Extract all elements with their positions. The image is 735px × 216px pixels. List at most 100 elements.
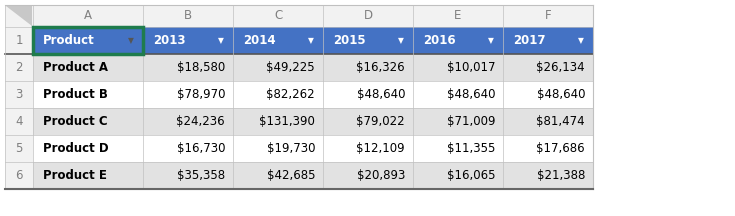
Text: $79,022: $79,022 [356, 115, 405, 128]
Bar [413, 54, 503, 81]
Text: 2017: 2017 [513, 34, 545, 47]
Text: 3: 3 [15, 88, 23, 101]
Bar [323, 162, 413, 189]
Text: $42,685: $42,685 [267, 169, 315, 182]
Text: ▼: ▼ [308, 36, 314, 45]
Bar [33, 27, 143, 54]
Text: $19,730: $19,730 [267, 142, 315, 155]
Text: $20,893: $20,893 [356, 169, 405, 182]
Text: $12,109: $12,109 [356, 142, 405, 155]
Text: Product D: Product D [43, 142, 109, 155]
Bar [5, 108, 33, 135]
Bar [413, 162, 503, 189]
Bar [323, 81, 413, 108]
Bar [233, 81, 323, 108]
Bar [233, 135, 323, 162]
Bar [5, 54, 33, 81]
Bar [503, 108, 593, 135]
Text: ▼: ▼ [398, 36, 404, 45]
Text: ▼: ▼ [578, 36, 584, 45]
Bar [323, 27, 413, 54]
Bar [323, 108, 413, 135]
Text: $81,474: $81,474 [537, 115, 585, 128]
Bar [143, 81, 233, 108]
Text: ▼: ▼ [488, 36, 494, 45]
Bar [143, 135, 233, 162]
Bar [143, 108, 233, 135]
Bar [413, 135, 503, 162]
Text: $48,640: $48,640 [446, 88, 495, 101]
Text: $71,009: $71,009 [446, 115, 495, 128]
Text: ▼: ▼ [128, 36, 134, 45]
Bar [143, 5, 233, 27]
Text: $11,355: $11,355 [447, 142, 495, 155]
Text: 2015: 2015 [333, 34, 365, 47]
Text: $78,970: $78,970 [176, 88, 225, 101]
Bar [233, 54, 323, 81]
Bar [233, 162, 323, 189]
Text: Product E: Product E [43, 169, 107, 182]
Bar [33, 162, 143, 189]
Text: $21,388: $21,388 [537, 169, 585, 182]
Bar [33, 135, 143, 162]
Bar [33, 5, 143, 27]
Text: $82,262: $82,262 [266, 88, 315, 101]
Text: 1: 1 [15, 34, 23, 47]
Text: Product: Product [43, 34, 95, 47]
Bar [5, 81, 33, 108]
Bar [503, 135, 593, 162]
Bar [503, 5, 593, 27]
Bar [143, 162, 233, 189]
Text: $35,358: $35,358 [177, 169, 225, 182]
Bar [413, 5, 503, 27]
Text: $26,134: $26,134 [537, 61, 585, 74]
Text: $16,065: $16,065 [446, 169, 495, 182]
Text: $48,640: $48,640 [356, 88, 405, 101]
Text: $16,326: $16,326 [356, 61, 405, 74]
Text: $48,640: $48,640 [537, 88, 585, 101]
Bar [143, 27, 233, 54]
Text: F: F [545, 10, 551, 22]
Bar [503, 27, 593, 54]
Text: $10,017: $10,017 [446, 61, 495, 74]
Text: 2014: 2014 [243, 34, 276, 47]
Text: 2: 2 [15, 61, 23, 74]
Text: D: D [363, 10, 373, 22]
Text: C: C [274, 10, 282, 22]
Bar [503, 81, 593, 108]
Text: 2013: 2013 [153, 34, 185, 47]
Bar [5, 5, 33, 27]
Polygon shape [6, 6, 32, 26]
Text: $49,225: $49,225 [266, 61, 315, 74]
Text: B: B [184, 10, 192, 22]
Bar [323, 5, 413, 27]
Bar [413, 27, 503, 54]
Text: $131,390: $131,390 [259, 115, 315, 128]
Text: 6: 6 [15, 169, 23, 182]
Text: 5: 5 [15, 142, 23, 155]
Bar [233, 5, 323, 27]
Bar [33, 54, 143, 81]
Text: E: E [454, 10, 462, 22]
Text: $24,236: $24,236 [176, 115, 225, 128]
Text: Product B: Product B [43, 88, 108, 101]
Bar [5, 162, 33, 189]
Bar [233, 108, 323, 135]
Bar [323, 135, 413, 162]
Bar [5, 135, 33, 162]
Bar [143, 54, 233, 81]
Bar [413, 81, 503, 108]
Text: Product C: Product C [43, 115, 107, 128]
Bar [33, 27, 143, 54]
Text: ▼: ▼ [218, 36, 224, 45]
Text: Product A: Product A [43, 61, 108, 74]
Bar [413, 108, 503, 135]
Bar [33, 108, 143, 135]
Text: 4: 4 [15, 115, 23, 128]
Text: $16,730: $16,730 [176, 142, 225, 155]
Bar [503, 162, 593, 189]
Bar [5, 27, 33, 54]
Text: A: A [84, 10, 92, 22]
Text: $18,580: $18,580 [176, 61, 225, 74]
Bar [233, 27, 323, 54]
